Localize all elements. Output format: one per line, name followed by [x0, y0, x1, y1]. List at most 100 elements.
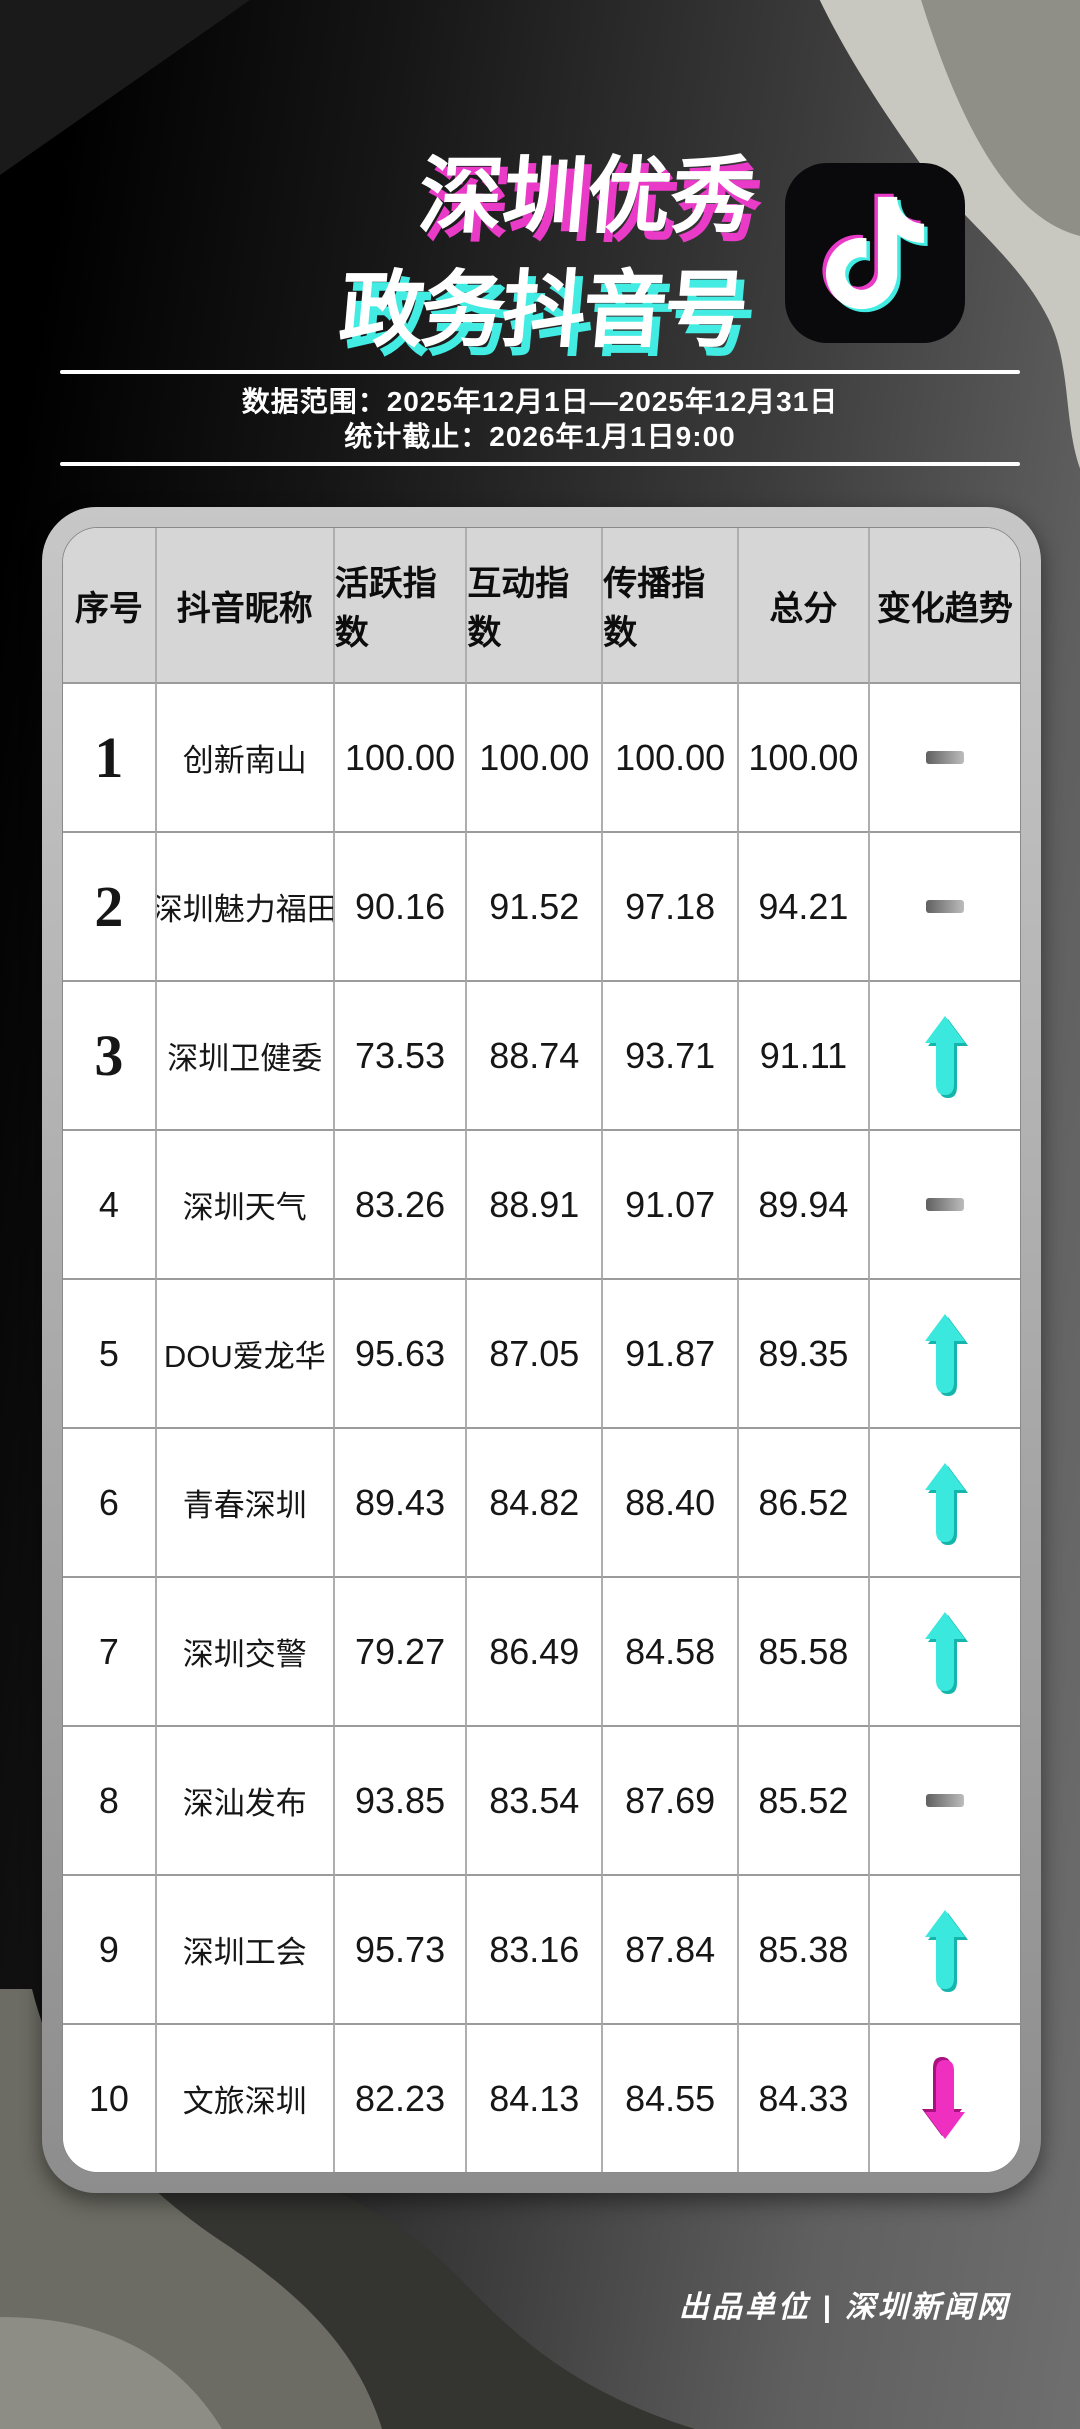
score-cell: 84.82 [467, 1427, 604, 1576]
score-cell: 95.73 [334, 1874, 468, 2023]
nickname-cell: DOU爱龙华 [156, 1278, 335, 1427]
flat-dash-icon [925, 1794, 964, 1807]
score-cell: 87.05 [467, 1278, 604, 1427]
column-header: 传播指数 [603, 528, 740, 682]
score-cell: 85.52 [739, 1725, 870, 1874]
score-cell: 100.00 [467, 682, 604, 831]
up-arrow-icon [924, 1313, 965, 1393]
meta-block: 数据范围：2025年12月1日—2025年12月31日 统计截止：2026年1月… [60, 370, 1020, 466]
score-cell: 90.16 [334, 831, 468, 980]
score-cell: 83.16 [467, 1874, 604, 2023]
score-cell: 85.58 [739, 1576, 870, 1725]
score-cell: 88.74 [467, 980, 604, 1129]
nickname-cell: 创新南山 [156, 682, 335, 831]
topright-wave-shape [819, 0, 1080, 469]
score-cell: 84.58 [603, 1576, 740, 1725]
nickname-cell: 深圳交警 [156, 1576, 335, 1725]
score-cell: 82.23 [334, 2023, 468, 2172]
divider-line-bottom [60, 462, 1020, 466]
score-cell: 97.18 [603, 831, 740, 980]
rank-cell: 4 [63, 1129, 157, 1278]
nickname-cell: 深圳工会 [156, 1874, 335, 2023]
nickname-cell: 深汕发布 [156, 1725, 335, 1874]
score-cell: 86.49 [467, 1576, 604, 1725]
score-cell: 91.07 [603, 1129, 740, 1278]
column-header: 序号 [63, 528, 157, 682]
trend-cell [869, 682, 1020, 831]
score-cell: 83.54 [467, 1725, 604, 1874]
score-cell: 84.13 [467, 2023, 604, 2172]
score-cell: 100.00 [334, 682, 468, 831]
score-cell: 89.43 [334, 1427, 468, 1576]
up-arrow-icon [924, 1462, 965, 1542]
column-header: 互动指数 [467, 528, 604, 682]
nickname-cell: 文旅深圳 [156, 2023, 335, 2172]
up-arrow-icon [924, 2059, 965, 2139]
score-cell: 85.38 [739, 1874, 870, 2023]
tiktok-note-icon [822, 193, 928, 313]
rank-cell: 1 [63, 682, 157, 831]
up-arrow-icon [924, 1611, 965, 1691]
score-cell: 94.21 [739, 831, 870, 980]
score-cell: 83.26 [334, 1129, 468, 1278]
rank-cell: 8 [63, 1725, 157, 1874]
score-cell: 100.00 [603, 682, 740, 831]
page-title: 深圳优秀 政务抖音号 [335, 149, 760, 357]
bottom-waves-shape [0, 1989, 695, 2429]
nickname-cell: 深圳天气 [156, 1129, 335, 1278]
producer-credit: 出品单位 | 深圳新闻网 [678, 2291, 1010, 2324]
trend-cell [869, 2023, 1020, 2172]
score-cell: 91.87 [603, 1278, 740, 1427]
data-range-text: 数据范围：2025年12月1日—2025年12月31日 [241, 386, 839, 417]
trend-cell [869, 1725, 1020, 1874]
rank-cell: 3 [63, 980, 157, 1129]
score-cell: 87.69 [603, 1725, 740, 1874]
trend-cell [869, 980, 1020, 1129]
score-cell: 93.71 [603, 980, 740, 1129]
score-cell: 84.55 [603, 2023, 740, 2172]
trend-cell [869, 1129, 1020, 1278]
flat-dash-icon [925, 1198, 964, 1211]
score-cell: 73.53 [334, 980, 468, 1129]
up-arrow-icon [924, 1015, 965, 1095]
column-header: 总分 [739, 528, 870, 682]
title-line-1: 深圳优秀 [414, 149, 760, 243]
rank-cell: 10 [63, 2023, 157, 2172]
rank-cell: 6 [63, 1427, 157, 1576]
score-cell: 91.52 [467, 831, 604, 980]
trend-cell [869, 831, 1020, 980]
trend-cell [869, 1874, 1020, 2023]
score-cell: 87.84 [603, 1874, 740, 2023]
rank-cell: 7 [63, 1576, 157, 1725]
stat-deadline-text: 统计截止：2026年1月1日9:00 [344, 421, 736, 452]
score-cell: 88.91 [467, 1129, 604, 1278]
nickname-cell: 深圳魅力福田 [156, 831, 335, 980]
divider-line-top [60, 370, 1020, 374]
score-cell: 95.63 [334, 1278, 468, 1427]
score-cell: 100.00 [739, 682, 870, 831]
score-cell: 89.35 [739, 1278, 870, 1427]
topleft-wedge-shape [0, 0, 250, 175]
ranking-table-card: 序号 抖音昵称 活跃指数 互动指数 传播指数 总分 变化趋势 1 创新南山 100.00 100.0… [42, 507, 1041, 2193]
trend-cell [869, 1576, 1020, 1725]
flat-dash-icon [925, 751, 964, 764]
score-cell: 89.94 [739, 1129, 870, 1278]
title-line-2: 政务抖音号 [335, 263, 750, 357]
up-arrow-icon [924, 1909, 965, 1989]
nickname-cell: 青春深圳 [156, 1427, 335, 1576]
score-cell: 86.52 [739, 1427, 870, 1576]
column-header: 变化趋势 [869, 528, 1020, 682]
douyin-app-icon [785, 163, 965, 343]
rank-cell: 9 [63, 1874, 157, 2023]
rank-cell: 2 [63, 831, 157, 980]
score-cell: 93.85 [334, 1725, 468, 1874]
flat-dash-icon [925, 900, 964, 913]
score-cell: 79.27 [334, 1576, 468, 1725]
score-cell: 84.33 [739, 2023, 870, 2172]
ranking-table: 序号 抖音昵称 活跃指数 互动指数 传播指数 总分 变化趋势 1 创新南山 100.00 100.0… [63, 528, 1020, 2172]
column-header: 抖音昵称 [156, 528, 335, 682]
rank-cell: 5 [63, 1278, 157, 1427]
score-cell: 88.40 [603, 1427, 740, 1576]
score-cell: 91.11 [739, 980, 870, 1129]
